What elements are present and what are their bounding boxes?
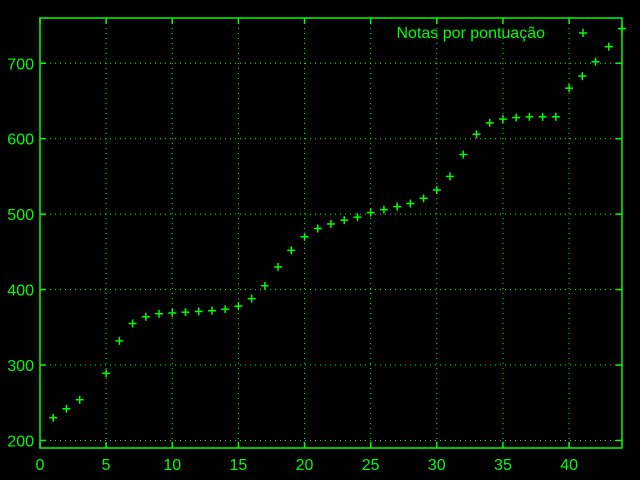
- data-points: [49, 24, 626, 422]
- data-point: [551, 112, 560, 121]
- data-point: [379, 205, 388, 214]
- legend-marker: [579, 29, 587, 37]
- data-point: [512, 113, 521, 122]
- data-point: [578, 72, 587, 81]
- data-point: [432, 186, 441, 194]
- data-point: [565, 84, 574, 93]
- x-tick-label: 35: [494, 457, 512, 474]
- data-point: [221, 305, 230, 314]
- data-point: [366, 208, 375, 217]
- legend-marker-symbol: [579, 29, 587, 37]
- data-point: [75, 395, 84, 404]
- data-point: [49, 413, 58, 422]
- data-point: [591, 57, 600, 66]
- data-point: [604, 42, 613, 51]
- x-tick-label: 40: [560, 457, 578, 474]
- data-point: [102, 369, 111, 378]
- data-point: [353, 213, 362, 222]
- y-tick-label: 200: [7, 433, 34, 450]
- data-point: [538, 112, 547, 121]
- x-tick-label: 10: [163, 457, 181, 474]
- data-point: [247, 294, 256, 303]
- data-point: [419, 194, 428, 203]
- data-point: [313, 224, 322, 233]
- data-point: [472, 130, 481, 139]
- legend-label: Notas por pontuação: [396, 25, 545, 42]
- data-point: [194, 307, 203, 316]
- data-point: [260, 281, 269, 290]
- data-point: [525, 112, 534, 121]
- data-point: [498, 115, 507, 124]
- data-point: [618, 24, 626, 33]
- y-tick-label: 600: [7, 132, 34, 149]
- data-point: [393, 202, 402, 211]
- data-point: [300, 232, 309, 241]
- data-point: [181, 308, 190, 317]
- data-point: [168, 308, 177, 317]
- data-point: [340, 216, 349, 225]
- x-tick-label: 15: [230, 457, 248, 474]
- y-tick-label: 300: [7, 358, 34, 375]
- data-point: [274, 262, 283, 271]
- y-tick-label: 400: [7, 283, 34, 300]
- data-point: [62, 404, 71, 413]
- data-point: [115, 336, 124, 345]
- data-point: [207, 306, 216, 315]
- legend: Notas por pontuação: [396, 25, 587, 42]
- x-tick-label: 0: [36, 457, 45, 474]
- y-tick-label: 500: [7, 207, 34, 224]
- data-point: [128, 319, 137, 328]
- y-tick-label: 700: [7, 56, 34, 73]
- x-tick-label: 25: [362, 457, 380, 474]
- data-point: [406, 199, 415, 208]
- data-point: [485, 118, 494, 127]
- x-tick-label: 30: [428, 457, 446, 474]
- data-point: [459, 150, 468, 159]
- data-point: [327, 219, 335, 228]
- x-tick-label: 20: [296, 457, 314, 474]
- data-point: [446, 172, 455, 181]
- plot-frame: [39, 17, 623, 449]
- data-point: [141, 312, 150, 321]
- data-point: [155, 309, 164, 318]
- axis-ticks: 0 5 10 15 20 25 30 35 40 200 300 400 500 600 700: [7, 18, 622, 474]
- data-point: [287, 246, 296, 255]
- data-point: [234, 302, 243, 311]
- x-tick-label: 5: [102, 457, 111, 474]
